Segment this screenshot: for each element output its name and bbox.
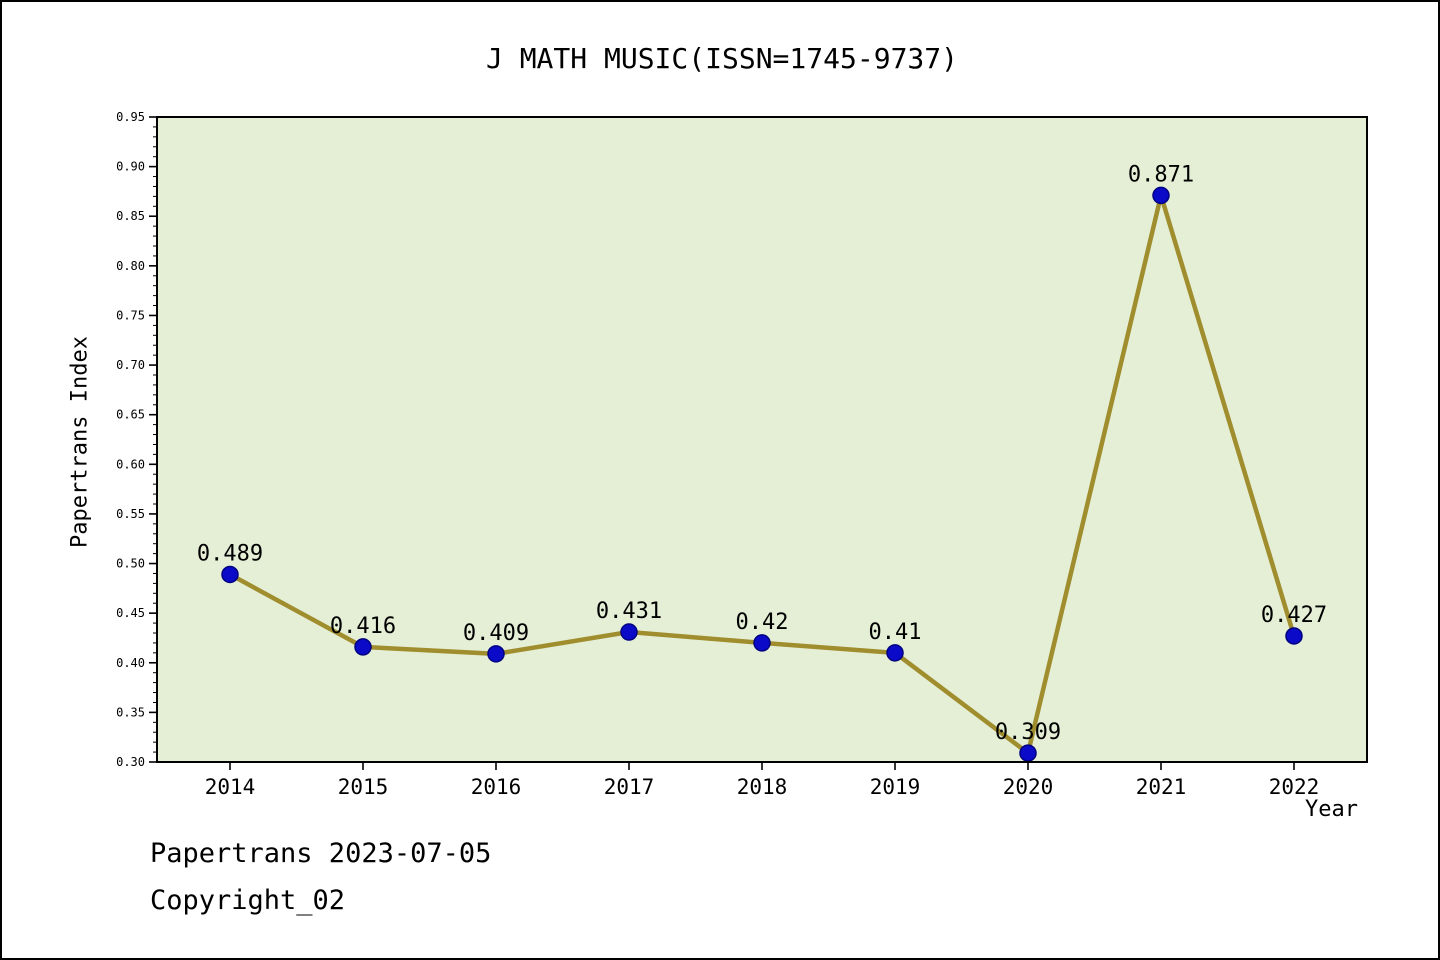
x-tick-label: 2020 bbox=[1003, 775, 1054, 799]
plot-area bbox=[157, 117, 1367, 762]
footer-date: Papertrans 2023-07-05 bbox=[150, 838, 492, 869]
data-point-label: 0.431 bbox=[596, 599, 662, 624]
data-point-label: 0.42 bbox=[736, 610, 789, 635]
y-tick-label: 0.50 bbox=[116, 557, 145, 571]
x-tick-label: 2018 bbox=[737, 775, 788, 799]
data-point bbox=[1285, 627, 1303, 645]
y-tick-label: 0.45 bbox=[116, 606, 145, 620]
data-point-label: 0.416 bbox=[330, 614, 396, 639]
y-tick-label: 0.60 bbox=[116, 457, 145, 471]
data-point-label: 0.309 bbox=[995, 720, 1061, 745]
data-point bbox=[1152, 186, 1170, 205]
y-tick-label: 0.75 bbox=[116, 308, 145, 322]
y-tick-label: 0.80 bbox=[116, 259, 145, 273]
chart-footer: Papertrans 2023-07-05 Copyright_02 bbox=[150, 840, 491, 934]
data-point-label: 0.871 bbox=[1128, 162, 1194, 187]
x-tick-label: 2019 bbox=[870, 775, 921, 799]
x-tick-label: 2014 bbox=[205, 775, 256, 799]
data-point bbox=[354, 638, 372, 656]
data-point bbox=[620, 623, 638, 641]
y-axis-label: Papertrans Index bbox=[67, 336, 93, 548]
data-point bbox=[221, 565, 239, 584]
y-tick-label: 0.35 bbox=[116, 705, 145, 719]
data-point-label: 0.409 bbox=[463, 621, 529, 646]
y-tick-label: 0.40 bbox=[116, 656, 145, 670]
chart-title: J MATH MUSIC(ISSN=1745-9737) bbox=[485, 42, 958, 75]
footer-copyright: Copyright_02 bbox=[150, 885, 346, 916]
y-tick-label: 0.55 bbox=[116, 507, 145, 521]
x-tick-label: 2017 bbox=[604, 775, 655, 799]
data-point bbox=[1019, 744, 1037, 762]
plot-frame bbox=[156, 116, 1368, 763]
data-point-label: 0.489 bbox=[197, 541, 263, 566]
y-tick-label: 0.30 bbox=[116, 755, 145, 769]
y-tick-label: 0.70 bbox=[116, 358, 145, 372]
data-point-label: 0.41 bbox=[869, 620, 922, 645]
y-tick-label: 0.65 bbox=[116, 408, 145, 422]
data-point bbox=[753, 634, 771, 652]
x-tick-label: 2021 bbox=[1136, 775, 1187, 799]
x-tick-label: 2022 bbox=[1269, 775, 1320, 799]
x-tick-label: 2015 bbox=[338, 775, 389, 799]
y-tick-label: 0.95 bbox=[116, 110, 145, 124]
data-point-label: 0.427 bbox=[1261, 603, 1327, 628]
y-tick-label: 0.85 bbox=[116, 209, 145, 223]
x-axis-label: Year bbox=[1305, 797, 1358, 822]
y-tick-label: 0.90 bbox=[116, 160, 145, 174]
x-tick-label: 2016 bbox=[471, 775, 522, 799]
data-point bbox=[886, 644, 904, 662]
data-point bbox=[487, 645, 505, 663]
